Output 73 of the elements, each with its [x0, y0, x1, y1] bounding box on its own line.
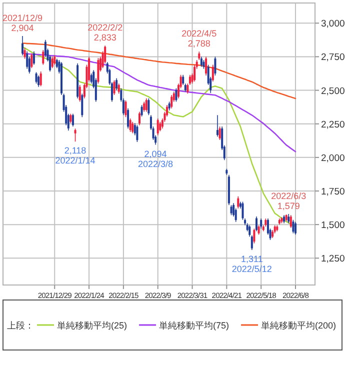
candlestick — [200, 56, 202, 68]
candlestick — [136, 124, 138, 142]
candlestick — [54, 54, 56, 66]
candlestick — [32, 50, 35, 66]
candlestick — [290, 214, 292, 228]
legend-label: 単純移動平均(25) — [57, 320, 128, 330]
candlestick — [35, 72, 38, 84]
candlestick — [148, 98, 150, 116]
candlestick — [256, 216, 258, 232]
annotation: 2022/6/3 1,579 — [271, 190, 306, 211]
candlestick — [113, 80, 116, 96]
candlestick — [237, 196, 240, 209]
candlestick — [140, 104, 143, 117]
candlestick — [288, 214, 290, 224]
candlestick — [51, 56, 54, 69]
legend-title: 上段： — [7, 320, 34, 330]
y-tick-label: 3,000 — [321, 18, 345, 30]
y-tick-label: 2,000 — [321, 152, 345, 164]
candlestick — [138, 111, 140, 126]
candlestick — [22, 36, 24, 56]
candlestick — [294, 221, 296, 236]
y-tick-label: 1,750 — [321, 186, 345, 198]
candlestick — [104, 45, 106, 64]
candlestick — [129, 118, 132, 132]
candlestick — [230, 204, 232, 216]
candlestick — [292, 219, 294, 234]
annotation: 1,311 2022/5/12 — [232, 254, 272, 274]
candlestick — [212, 64, 214, 82]
candlestick — [74, 128, 76, 142]
candlestick — [24, 48, 26, 60]
candlestick — [118, 83, 120, 94]
legend-label: 単純移動平均(200) — [261, 320, 336, 330]
annotation: 2,094 2022/3/8 — [138, 148, 174, 169]
candlestick — [70, 113, 72, 124]
annotation: 2022/4/5 2,788 — [182, 28, 217, 49]
candlestick — [260, 218, 262, 229]
candlestick — [26, 50, 28, 70]
candlestick — [253, 228, 256, 244]
candlestick — [132, 121, 134, 134]
candlestick — [143, 101, 146, 112]
annotation: 2,118 2022/1/14 — [55, 146, 96, 166]
candlestick — [97, 58, 100, 84]
candlestick — [170, 94, 173, 109]
legend-label: 単純移動平均(75) — [159, 320, 230, 330]
candlestick — [145, 98, 148, 112]
candlestick — [175, 88, 178, 102]
candlestick — [116, 78, 118, 91]
y-tick-label: 1,500 — [321, 220, 345, 232]
candlestick — [127, 108, 130, 129]
candlestick — [72, 113, 74, 127]
candlestick — [258, 224, 260, 236]
candlestick — [216, 114, 218, 138]
candlestick — [194, 64, 196, 82]
y-tick-label: 2,250 — [321, 119, 345, 130]
candlestick — [42, 50, 44, 66]
y-tick-label: 2,750 — [321, 52, 345, 64]
y-tick-label: 1,250 — [321, 254, 345, 265]
y-tick-label: 2,500 — [321, 86, 345, 97]
candlestick — [124, 100, 127, 118]
candlestick — [205, 56, 208, 76]
candlestick — [81, 93, 84, 118]
annotation: 2021/12/9 2,904 — [2, 13, 43, 34]
candlestick — [78, 84, 81, 102]
candlestick — [30, 52, 33, 69]
annotation: 2022/2/2 2,833 — [88, 22, 123, 43]
candlestick — [90, 73, 92, 84]
candlestick — [159, 121, 162, 132]
candlestick — [44, 40, 46, 58]
candlestick — [218, 126, 221, 140]
candlestick — [214, 56, 216, 76]
candlestick — [156, 118, 159, 136]
candlestick — [38, 75, 40, 88]
candlestick — [40, 71, 42, 87]
